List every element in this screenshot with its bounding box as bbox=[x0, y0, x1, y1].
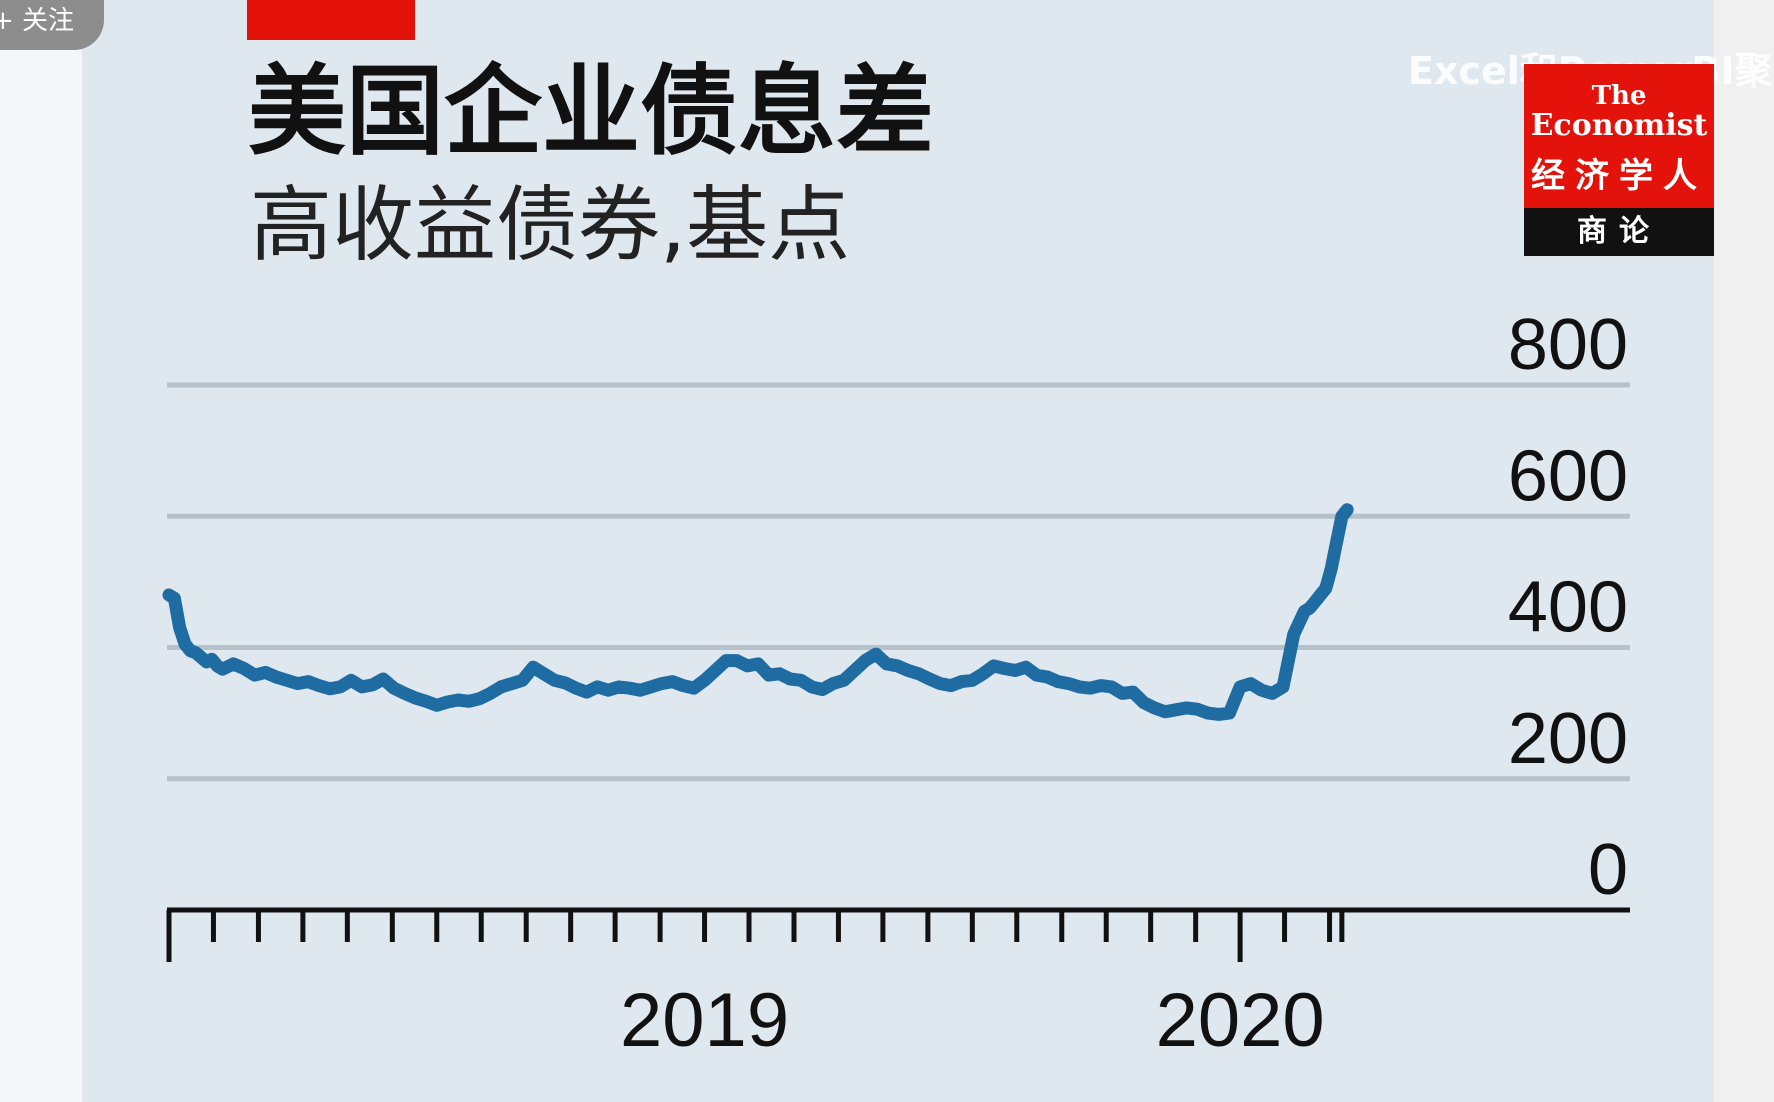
chart-subtitle: 高收益债券,基点 bbox=[250, 178, 851, 273]
x-tick-label-2020: 2020 bbox=[1156, 978, 1325, 1063]
x-axis bbox=[166, 907, 1630, 962]
series-layer bbox=[162, 503, 1354, 721]
y-tick-label-600: 600 bbox=[1508, 436, 1628, 516]
chart-title: 美国企业债息差 bbox=[248, 55, 935, 169]
left-margin bbox=[0, 0, 82, 1102]
logo-section: 商论 bbox=[1524, 208, 1714, 256]
y-tick-label-400: 400 bbox=[1508, 568, 1628, 648]
logo-red-block: The Economist 经济学人 bbox=[1524, 64, 1714, 208]
right-margin bbox=[1714, 0, 1774, 1102]
grid-layer bbox=[167, 382, 1630, 782]
x-tick-label-2019: 2019 bbox=[620, 978, 789, 1063]
series-line-0 bbox=[162, 503, 1354, 721]
y-tick-label-800: 800 bbox=[1508, 305, 1628, 385]
line-chart: 0 200 400 600 800 2019 2020 bbox=[162, 305, 1630, 1063]
logo-the: The bbox=[1591, 81, 1647, 111]
follow-button[interactable]: + 关注 bbox=[0, 0, 104, 50]
economist-logo: The Economist 经济学人 商论 bbox=[1524, 64, 1714, 256]
red-accent-tab bbox=[247, 0, 415, 40]
tick-labels: 0 200 400 600 800 2019 2020 bbox=[620, 305, 1628, 1063]
y-tick-label-200: 200 bbox=[1508, 699, 1628, 779]
logo-chinese: 经济学人 bbox=[1531, 156, 1707, 196]
chart-panel: 美国企业债息差 高收益债券,基点 Excel和PowerBI聚焦 The Eco… bbox=[82, 0, 1774, 1102]
y-tick-label-0: 0 bbox=[1588, 830, 1628, 910]
logo-economist: Economist bbox=[1530, 108, 1708, 143]
